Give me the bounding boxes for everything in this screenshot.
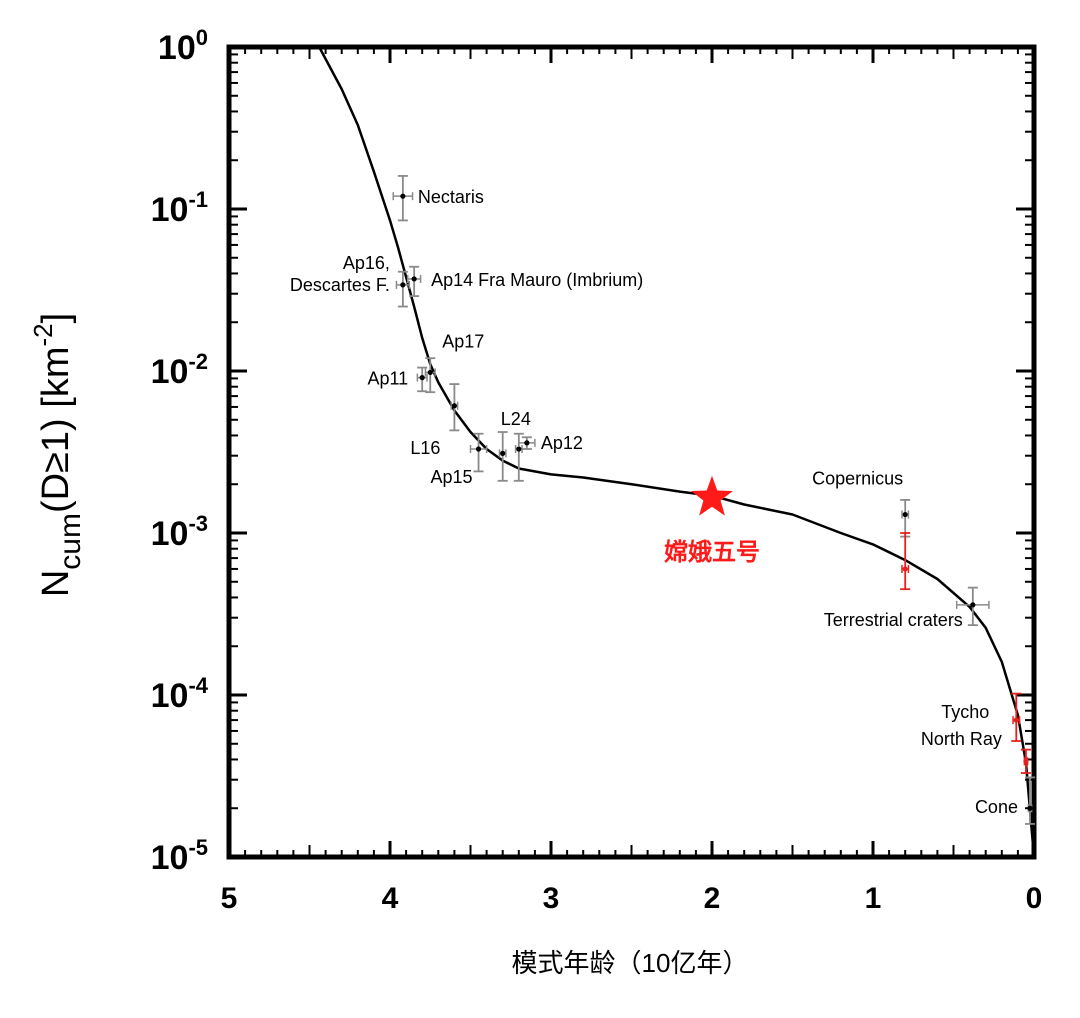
data-point-marker [475, 446, 482, 452]
data-point-marker [411, 276, 417, 282]
point-label: Nectaris [418, 187, 484, 207]
data-point-marker [516, 446, 522, 452]
data-point-marker [400, 282, 406, 288]
x-axis-title: 模式年龄（10亿年） [512, 948, 749, 978]
y-axis-title-rest: (D≥1) [km [35, 347, 77, 514]
point-label: Terrestrial craters [824, 610, 963, 630]
data-point [518, 436, 536, 450]
data-point [900, 499, 911, 538]
point-label: Ap17 [442, 331, 484, 351]
data-point [424, 357, 436, 394]
x-tick-label: 5 [221, 882, 238, 915]
plot-frame [226, 44, 1037, 860]
data-point [416, 366, 428, 393]
y-axis-title-main: N [35, 570, 77, 597]
data-point-marker [1027, 805, 1033, 811]
data-point [395, 270, 411, 308]
data-point [1011, 692, 1022, 742]
data-point-marker [500, 450, 506, 456]
point-label: L16 [410, 438, 440, 458]
data-point [406, 265, 422, 297]
point-labels: 嫦娥五号 Nectaris Ap14 Fra Mauro (Imbrium) Ap16… [290, 187, 1018, 817]
data-point-marker [451, 403, 457, 409]
point-label: Ap11 [367, 369, 408, 389]
y-tick-label: 10-5 [151, 835, 208, 877]
data-point [1024, 776, 1035, 825]
data-point-marker [419, 375, 425, 381]
plot-area: 5 4 3 2 1 0 100 10-1 10-2 10-3 10-4 10-5 [151, 25, 1043, 915]
data-series [318, 46, 1036, 858]
y-tick-label: 10-1 [151, 187, 208, 229]
x-tick-label: 2 [704, 882, 721, 915]
point-label: Copernicus [812, 469, 903, 489]
y-tick-label: 10-4 [151, 673, 209, 715]
point-label: Ap15 [431, 467, 473, 487]
data-point-marker [1023, 758, 1029, 764]
data-point-marker [1013, 717, 1019, 723]
data-point [469, 432, 488, 473]
data-point [392, 175, 414, 222]
chronology-curve [318, 46, 1036, 858]
data-point-marker [524, 440, 530, 446]
point-label: Ap14 Fra Mauro (Imbrium) [431, 270, 643, 290]
point-label: L24 [501, 409, 531, 429]
chang-e-5-star-marker [691, 475, 733, 516]
point-label: Cone [975, 797, 1018, 817]
chang-e-5-label: 嫦娥五号 [664, 538, 760, 566]
y-tick-label: 10-2 [151, 349, 208, 391]
data-point-marker [970, 602, 976, 608]
data-point-marker [427, 369, 433, 376]
data-point [955, 586, 990, 627]
y-axis-title-sup: -2 [28, 323, 58, 346]
x-tick-label: 1 [865, 882, 882, 915]
data-point-marker [400, 193, 406, 199]
y-axis-title: Ncum(D≥1) [km-2] [28, 313, 87, 597]
data-point-marker [902, 566, 908, 572]
point-label: North Ray [921, 729, 1002, 749]
point-label: Ap16, Descartes F. [290, 253, 390, 295]
x-tick-label: 3 [543, 882, 560, 915]
data-point [1020, 748, 1031, 774]
data-point-marker [902, 511, 908, 518]
point-label: Tycho [941, 702, 989, 722]
y-axis-title-end: ] [35, 313, 77, 324]
y-tick-label: 100 [158, 25, 208, 67]
svg-text:Ncum(D≥1) [km-2]: Ncum(D≥1) [km-2] [28, 313, 87, 597]
y-axis-title-sub: cum [54, 513, 87, 570]
data-point [449, 383, 460, 432]
y-tick-label: 10-3 [151, 511, 208, 553]
data-point [900, 532, 911, 591]
x-tick-label: 0 [1026, 882, 1043, 915]
data-point [497, 431, 508, 482]
point-label: Ap12 [541, 433, 583, 453]
x-tick-label: 4 [382, 882, 399, 915]
